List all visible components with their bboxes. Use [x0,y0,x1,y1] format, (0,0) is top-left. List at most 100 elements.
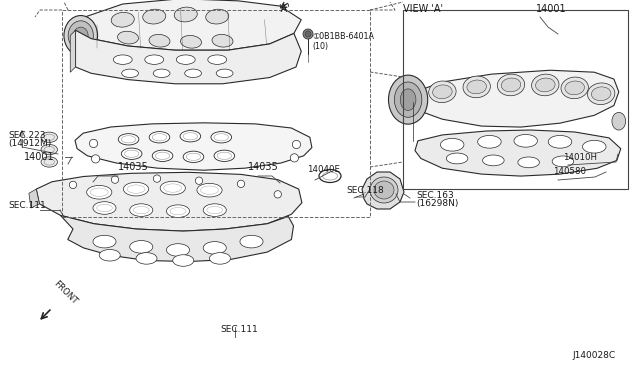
Ellipse shape [536,78,555,92]
Ellipse shape [111,12,134,27]
Ellipse shape [561,77,588,99]
Text: SEC.223: SEC.223 [8,131,45,140]
Polygon shape [415,130,621,176]
Ellipse shape [208,55,227,64]
Ellipse shape [514,134,538,147]
Ellipse shape [497,74,525,96]
Ellipse shape [153,69,170,77]
Text: 14001: 14001 [24,152,55,162]
Text: 'A': 'A' [278,4,290,14]
Ellipse shape [370,177,398,203]
Ellipse shape [160,181,186,195]
Ellipse shape [93,235,116,248]
Ellipse shape [124,182,148,196]
Ellipse shape [240,235,263,248]
Ellipse shape [433,85,452,99]
Ellipse shape [394,82,422,117]
Ellipse shape [173,255,194,266]
Polygon shape [75,123,312,170]
Text: (14912M): (14912M) [8,139,51,148]
Polygon shape [76,30,301,84]
Ellipse shape [548,135,572,148]
Circle shape [291,154,298,162]
Ellipse shape [93,202,116,214]
Ellipse shape [374,181,394,199]
Ellipse shape [180,131,201,142]
Text: ①0B1BB-6401A
(10): ①0B1BB-6401A (10) [312,32,374,51]
Ellipse shape [145,55,164,64]
Ellipse shape [74,27,88,44]
Ellipse shape [130,241,153,253]
Circle shape [69,181,77,189]
Polygon shape [76,0,301,50]
Ellipse shape [99,250,120,261]
Circle shape [154,175,161,182]
Ellipse shape [176,55,195,64]
Text: 14040E: 14040E [307,165,340,174]
Text: 14035: 14035 [248,162,279,172]
Ellipse shape [501,78,521,92]
Ellipse shape [122,69,138,77]
Ellipse shape [41,144,58,155]
Ellipse shape [166,205,189,218]
Ellipse shape [149,34,170,47]
Ellipse shape [130,204,153,217]
Ellipse shape [483,155,504,166]
Polygon shape [413,70,619,127]
Ellipse shape [166,244,189,256]
Ellipse shape [143,9,166,24]
Ellipse shape [532,74,559,96]
Ellipse shape [477,135,501,148]
Polygon shape [29,189,40,208]
Ellipse shape [204,204,227,217]
Polygon shape [362,172,404,209]
Text: VIEW 'A': VIEW 'A' [403,4,443,14]
Text: FRONT: FRONT [52,279,79,306]
Text: SEC.111: SEC.111 [220,325,258,334]
Ellipse shape [467,80,486,94]
Circle shape [111,176,118,183]
Circle shape [92,155,100,163]
Text: SEC.163: SEC.163 [416,191,454,200]
Ellipse shape [588,83,615,105]
Ellipse shape [197,183,222,197]
Ellipse shape [118,31,138,44]
Ellipse shape [591,87,611,101]
Ellipse shape [212,34,233,47]
Polygon shape [36,172,302,231]
Text: J140028C: J140028C [572,351,615,360]
Ellipse shape [446,153,468,164]
Ellipse shape [41,157,58,167]
Ellipse shape [565,81,584,95]
Ellipse shape [185,69,202,77]
Ellipse shape [68,21,93,50]
Ellipse shape [214,150,235,161]
Ellipse shape [429,81,456,103]
Text: (16298N): (16298N) [416,199,458,208]
Ellipse shape [183,151,204,163]
Text: 14001: 14001 [536,4,566,14]
Circle shape [90,140,98,148]
Text: 14010H: 14010H [563,153,597,162]
Text: 14035: 14035 [118,162,148,172]
Ellipse shape [174,7,197,22]
Circle shape [305,31,311,37]
Ellipse shape [552,156,573,167]
Ellipse shape [209,253,230,264]
Polygon shape [70,30,76,72]
Ellipse shape [136,253,157,264]
Ellipse shape [113,55,132,64]
Text: SEC.118: SEC.118 [346,186,384,195]
Ellipse shape [149,132,170,143]
Ellipse shape [612,112,626,130]
Ellipse shape [388,75,428,124]
Ellipse shape [205,9,228,24]
Circle shape [274,191,282,198]
Ellipse shape [216,69,233,77]
Ellipse shape [204,241,227,254]
Ellipse shape [152,150,173,161]
Ellipse shape [41,132,58,142]
Circle shape [195,177,203,185]
Ellipse shape [518,157,540,168]
Ellipse shape [122,148,142,160]
